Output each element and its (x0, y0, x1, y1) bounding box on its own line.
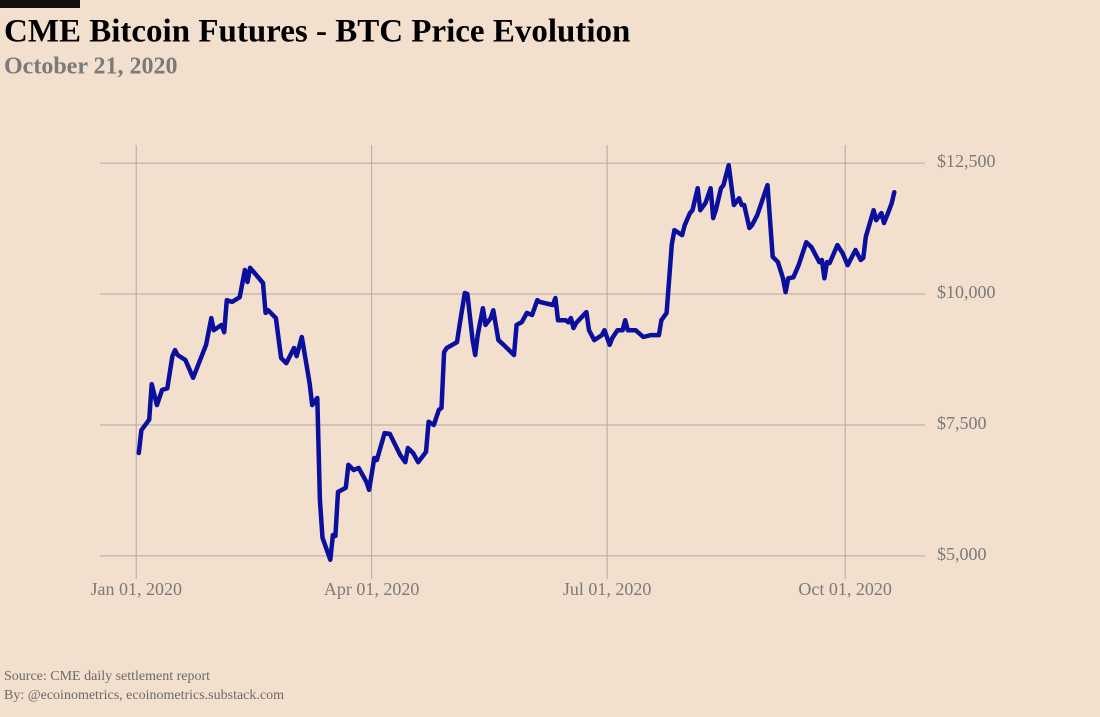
chart-title: CME Bitcoin Futures - BTC Price Evolutio… (4, 14, 630, 50)
y-tick-label: $7,500 (937, 413, 987, 433)
y-tick-label: $5,000 (937, 544, 987, 564)
x-tick-label: Oct 01, 2020 (798, 579, 892, 599)
x-tick-label: Jul 01, 2020 (563, 579, 652, 599)
x-tick-label: Jan 01, 2020 (90, 579, 182, 599)
byline: By: @ecoinometrics, ecoinometrics.substa… (4, 688, 284, 703)
price-line (136, 162, 897, 563)
source-note: Source: CME daily settlement report (4, 669, 210, 684)
y-tick-label: $10,000 (937, 282, 996, 302)
x-tick-label: Apr 01, 2020 (324, 579, 420, 599)
chart-subtitle: October 21, 2020 (4, 54, 178, 80)
y-tick-label: $12,500 (937, 151, 996, 171)
top-bar (0, 0, 80, 8)
